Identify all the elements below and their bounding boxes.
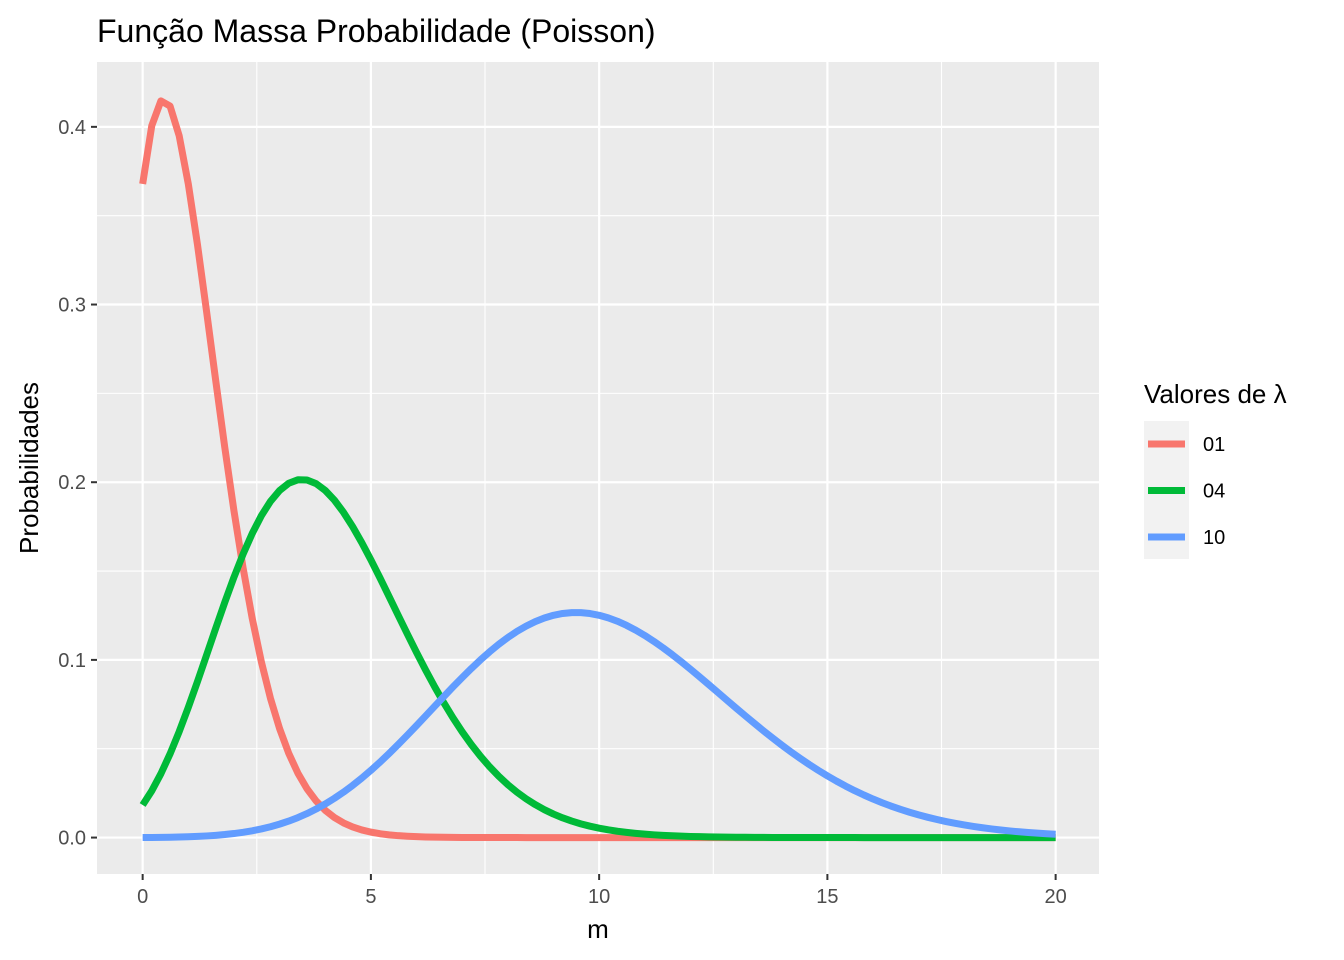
chart-title: Função Massa Probabilidade (Poisson)	[97, 13, 656, 49]
x-tick-label: 10	[588, 886, 610, 908]
y-axis-title: Probabilidades	[14, 382, 44, 554]
series-line-10	[142, 609, 1056, 841]
legend-label-01: 01	[1203, 434, 1225, 456]
x-axis-ticks: 0 5 10 15 20	[137, 874, 1067, 908]
plot-panel	[97, 62, 1099, 874]
y-axis-ticks: 0.0 0.1 0.2 0.3 0.4	[58, 117, 97, 850]
y-tick-label: 0.3	[58, 295, 86, 317]
y-tick-label: 0.1	[58, 650, 86, 672]
y-tick-label: 0.2	[58, 472, 86, 494]
x-tick-label: 20	[1045, 886, 1067, 908]
y-tick-label: 0.4	[58, 117, 86, 139]
legend-label-10: 10	[1203, 527, 1225, 549]
minor-gridlines	[97, 62, 1099, 874]
legend-label-04: 04	[1203, 481, 1225, 503]
series-lines	[139, 97, 1056, 842]
x-tick-label: 0	[137, 886, 148, 908]
x-axis-title: m	[587, 914, 609, 944]
y-tick-label: 0.0	[58, 828, 86, 850]
series-line-04	[139, 476, 1056, 842]
legend-items: 01 04 10	[1144, 421, 1225, 559]
legend-title: Valores de λ	[1144, 379, 1287, 409]
legend: Valores de λ 01 04 10	[1144, 379, 1287, 559]
x-tick-label: 5	[365, 886, 376, 908]
x-tick-label: 15	[816, 886, 838, 908]
